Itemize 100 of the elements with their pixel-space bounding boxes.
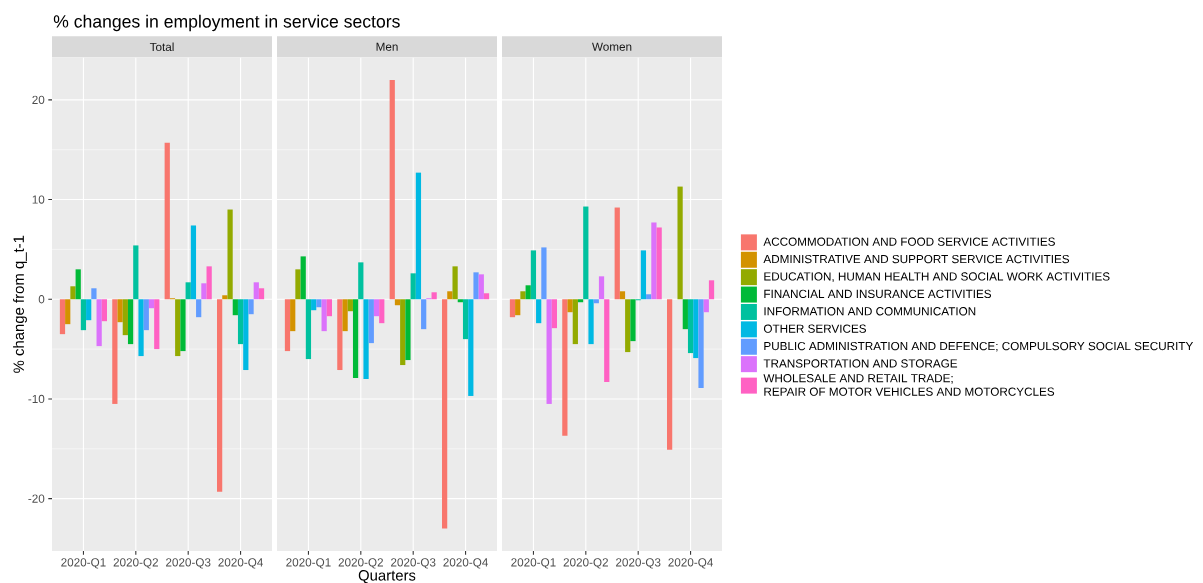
bar: [342, 299, 348, 332]
bar: [122, 299, 128, 336]
bar: [698, 299, 704, 388]
bar: [651, 222, 657, 300]
bar: [295, 269, 301, 300]
bar: [400, 299, 406, 366]
bar: [284, 299, 291, 352]
bar: [180, 299, 186, 352]
bar: [394, 299, 401, 306]
bar: [91, 288, 97, 300]
bar: [321, 299, 327, 332]
bar: [405, 299, 411, 361]
bar: [86, 299, 92, 321]
bar: [175, 299, 181, 357]
bar: [598, 276, 605, 300]
bar: [222, 295, 228, 300]
bar: [258, 288, 265, 300]
legend-label: TRANSPORTATION AND STORAGE: [763, 359, 958, 368]
chart-subtitle: Men: [376, 42, 398, 51]
bar: [551, 299, 558, 329]
bar: [520, 291, 526, 300]
bar: [96, 299, 102, 347]
x-tick-label: 2020-Q4: [218, 558, 263, 569]
legend-label: INFORMATION AND COMMUNICATION: [764, 307, 976, 316]
bar: [232, 299, 238, 316]
bar: [326, 299, 333, 317]
bar: [515, 299, 521, 316]
bar: [583, 206, 589, 300]
bar: [630, 299, 636, 342]
bar: [562, 299, 568, 436]
y-tick-label: -20: [28, 494, 45, 503]
legend-label: OTHER SERVICES: [763, 324, 867, 333]
bar: [667, 299, 673, 450]
bar: [290, 299, 296, 332]
bar: [190, 225, 197, 300]
x-tick-label: 2020-Q1: [61, 558, 106, 569]
bar: [373, 299, 380, 317]
bar: [253, 282, 259, 300]
bar: [447, 291, 453, 300]
y-axis-title: % change from q_t-1: [13, 235, 27, 373]
x-tick-label: 2020-Q2: [563, 558, 608, 569]
bar: [347, 299, 353, 312]
bar: [588, 299, 594, 345]
bar: [572, 299, 578, 345]
bar: [473, 272, 479, 300]
bar: [525, 285, 531, 300]
bar: [530, 250, 537, 300]
bar: [112, 299, 118, 404]
bar: [227, 209, 233, 300]
bar: [300, 256, 306, 300]
bar: [483, 293, 490, 300]
legend-label: PUBLIC ADMINISTRATION AND DEFENCE; COMPULSORY SOCIAL SECURITY: [764, 341, 1194, 352]
bar: [593, 299, 599, 304]
bar: [311, 299, 317, 311]
bar: [693, 299, 699, 359]
bar: [243, 299, 249, 371]
x-axis-title: Quarters: [358, 570, 416, 583]
bar: [389, 79, 395, 300]
bar: [421, 299, 427, 330]
bar: [541, 247, 547, 300]
x-tick-label: 2020-Q2: [113, 558, 158, 569]
bar: [410, 273, 416, 300]
legend-label: WHOLESALE AND RETAIL TRADE; REPAIR OF MOTOR VEHICLES AND MOTORCYCLES: [763, 374, 1055, 396]
bar: [80, 299, 87, 331]
bar: [431, 292, 437, 300]
bar: [577, 299, 584, 303]
chart-subtitle: Total: [149, 42, 174, 52]
bar: [646, 294, 652, 300]
bar: [337, 299, 343, 371]
legend-label: EDUCATION, HUMAN HEALTH AND SOCIAL WORK ACTIVITIES: [764, 272, 1110, 282]
x-tick-label: 2020-Q1: [511, 558, 556, 569]
bar: [703, 299, 709, 313]
bar: [117, 299, 123, 323]
bar: [452, 266, 458, 300]
bar: [206, 266, 212, 300]
bar: [677, 186, 683, 300]
bar: [457, 299, 463, 303]
bar: [368, 299, 374, 344]
bar: [217, 299, 223, 492]
bar: [625, 299, 631, 353]
x-tick-label: 2020-Q3: [616, 558, 661, 569]
x-tick-label: 2020-Q4: [668, 558, 713, 569]
bar: [70, 286, 76, 300]
x-tick-label: 2020-Q1: [286, 558, 331, 569]
bar: [101, 299, 108, 322]
bar: [358, 262, 364, 300]
bar: [148, 299, 155, 309]
bar: [640, 250, 647, 300]
bar: [65, 299, 71, 325]
chart-subtitle: Women: [592, 42, 632, 51]
bar: [682, 299, 688, 330]
bar: [619, 291, 626, 300]
chart-title: % changes in employment in service sectors: [53, 14, 400, 32]
bar: [237, 299, 244, 345]
bar: [614, 207, 620, 300]
y-tick-label: 0: [38, 295, 45, 304]
bar: [164, 142, 170, 300]
bar: [143, 299, 149, 331]
y-tick-label: 10: [32, 195, 45, 204]
legend-label: ADMINISTRATIVE AND SUPPORT SERVICE ACTIVITIES: [763, 254, 1070, 264]
